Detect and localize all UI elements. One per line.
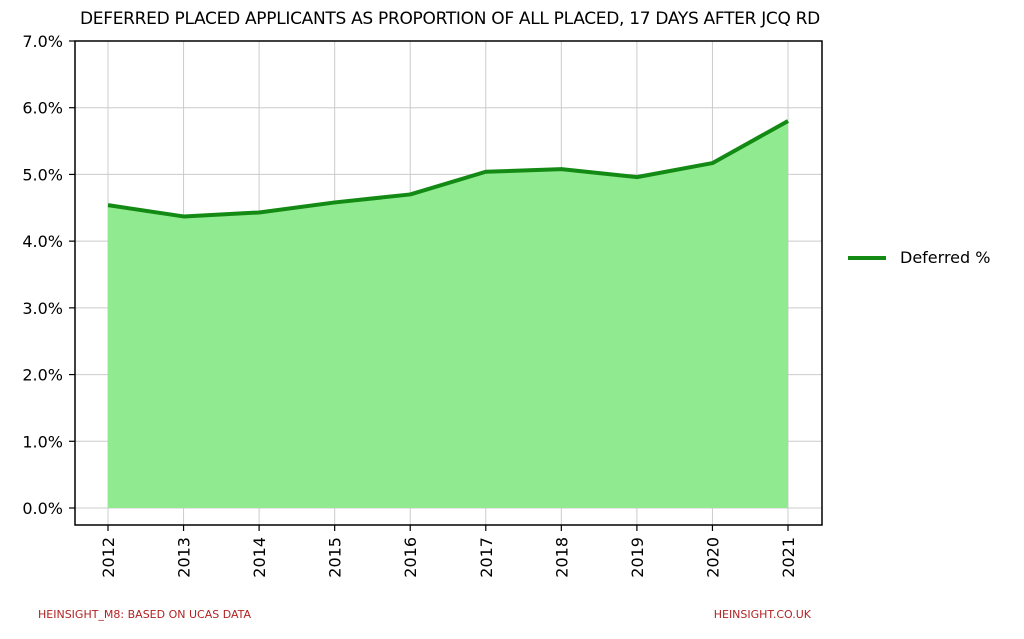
legend-swatch (848, 255, 886, 260)
legend: Deferred % (848, 248, 990, 267)
x-tick-label: 2012 (99, 537, 118, 578)
x-tick-label: 2015 (326, 537, 345, 578)
y-tick-label: 6.0% (22, 99, 63, 118)
legend-label: Deferred % (900, 248, 991, 267)
y-axis: 0.0% 1.0% 2.0% 3.0% 4.0% 5.0% 6.0% 7.0% (22, 32, 75, 518)
x-tick-label: 2014 (250, 537, 269, 578)
x-tick-label: 2020 (703, 537, 722, 578)
x-tick-label: 2017 (477, 537, 496, 578)
y-tick-label: 5.0% (22, 165, 63, 184)
y-tick-label: 3.0% (22, 299, 63, 318)
x-tick-label: 2021 (779, 537, 798, 578)
x-tick-label: 2018 (552, 537, 571, 578)
chart-title: DEFERRED PLACED APPLICANTS AS PROPORTION… (80, 9, 820, 29)
x-tick-label: 2019 (628, 537, 647, 578)
y-tick-label: 1.0% (22, 432, 63, 451)
plot-frame (74, 40, 823, 526)
series-line-group (107, 119, 789, 219)
footer-source: HEINSIGHT_M8: BASED ON UCAS DATA (38, 608, 252, 621)
area-fill (108, 121, 788, 509)
series-line (107, 119, 789, 219)
y-tick-label: 7.0% (22, 32, 63, 51)
x-tick-label: 2016 (401, 537, 420, 578)
area-fill-group (108, 121, 788, 509)
y-tick-label: 0.0% (22, 499, 63, 518)
x-axis: 2012 2013 2014 2015 2016 2017 2018 2019 2020 2021 (99, 525, 798, 578)
y-tick-label: 2.0% (22, 366, 63, 385)
y-tick-label: 4.0% (22, 232, 63, 251)
footer-site: HEINSIGHT.CO.UK (713, 608, 811, 621)
x-tick-label: 2013 (175, 537, 194, 578)
